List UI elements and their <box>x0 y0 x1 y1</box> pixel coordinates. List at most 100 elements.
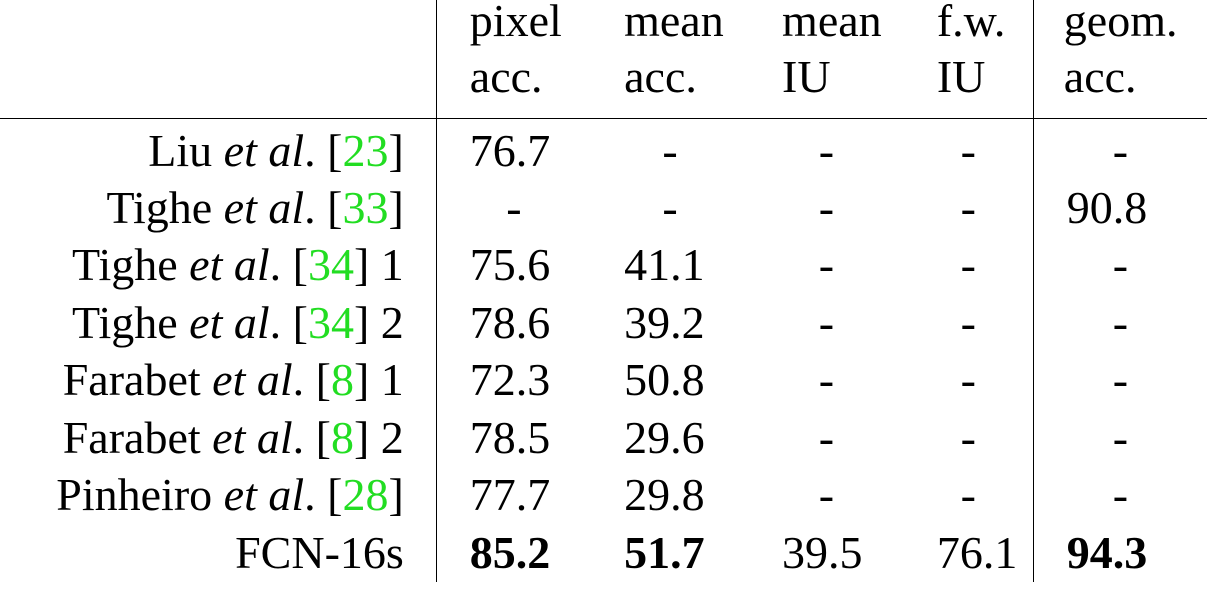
citation-link[interactable]: 8 <box>330 354 354 406</box>
bracket-close: ] <box>388 469 404 521</box>
table-row: Tighe et al. [34] 1 75.6 41.1 - - - <box>0 236 1207 294</box>
cell-mean-acc: 51.7 <box>624 526 705 578</box>
cell-mean-iu: - <box>818 354 835 406</box>
bracket-open: . [ <box>304 125 343 176</box>
et-al: et al <box>189 239 270 291</box>
col-header-line1: pixel <box>469 0 562 46</box>
cell-fw-iu: - <box>903 351 1034 409</box>
cell-geom-acc: - <box>1112 239 1129 291</box>
et-al: et al <box>223 181 305 233</box>
cell-pixel-acc: 72.3 <box>469 354 551 406</box>
et-al: et al <box>223 125 305 176</box>
cell-geom-acc: - <box>1112 469 1129 521</box>
cell-mean-acc: 29.8 <box>624 469 705 521</box>
bracket-close: ] <box>353 411 370 463</box>
cell-pixel-acc: 77.7 <box>469 469 551 521</box>
col-header-fw-iu: f.w. IU <box>903 0 1034 119</box>
method-name: Tighe <box>71 296 178 348</box>
et-al: et al <box>189 296 270 348</box>
method-cell: Liu et al. [23] <box>0 118 437 179</box>
cell-mean-acc: 50.8 <box>624 354 705 406</box>
cell-mean-iu: - <box>818 469 835 521</box>
cell-geom-acc: - <box>1112 354 1129 406</box>
table-row: Tighe et al. [34] 2 78.6 39.2 - - - <box>0 294 1207 352</box>
col-header-mean-iu: mean IU <box>749 0 904 119</box>
citation-link[interactable]: 34 <box>307 296 354 348</box>
cell-fw-iu: - <box>903 466 1034 524</box>
method-name: Tighe <box>106 181 213 233</box>
cell-pixel-acc: 78.6 <box>469 296 551 348</box>
citation-link[interactable]: 28 <box>342 469 389 521</box>
cell-fw-iu: - <box>903 118 1034 179</box>
et-al: et al <box>212 354 293 406</box>
method-name: Farabet <box>62 411 201 463</box>
cell-mean-iu: 39.5 <box>782 526 863 578</box>
cell-fw-iu: - <box>903 409 1034 467</box>
cell-mean-iu: - <box>818 181 835 233</box>
citation-link[interactable]: 23 <box>342 125 389 176</box>
method-name: Tighe <box>71 239 178 291</box>
method-variant: 1 <box>369 354 404 406</box>
cell-geom-acc: 90.8 <box>1066 181 1148 233</box>
bracket-open: . [ <box>304 181 343 233</box>
method-header <box>0 0 437 119</box>
table-row: Farabet et al. [8] 2 78.5 29.6 - - - <box>0 409 1207 467</box>
col-header-line2: IU <box>936 51 986 102</box>
col-header-line1: mean <box>782 0 882 46</box>
bracket-open: . [ <box>269 296 308 348</box>
cell-mean-iu: - <box>818 239 835 291</box>
method-name: Liu <box>148 125 213 176</box>
table-row: Liu et al. [23] 76.7 - - - - <box>0 118 1207 179</box>
cell-pixel-acc: 75.6 <box>469 239 551 291</box>
table-row: Pinheiro et al. [28] 77.7 29.8 - - - <box>0 466 1207 524</box>
cell-geom-acc: - <box>1112 125 1129 176</box>
bracket-open: . [ <box>292 411 331 463</box>
cell-geom-acc: 94.3 <box>1066 526 1148 578</box>
results-table: pixel acc. mean acc. mean IU f.w. IU geom. ac… <box>0 0 1207 582</box>
cell-mean-acc: 41.1 <box>624 239 705 291</box>
method-cell: FCN-16s <box>0 524 437 582</box>
cell-fw-iu: - <box>903 294 1034 352</box>
table-row: Farabet et al. [8] 1 72.3 50.8 - - - <box>0 351 1207 409</box>
method-cell: Tighe et al. [34] 1 <box>0 236 437 294</box>
col-header-line2: acc. <box>469 51 543 102</box>
col-header-line1: mean <box>624 0 724 46</box>
cell-pixel-acc: 85.2 <box>469 526 551 578</box>
bracket-close: ] <box>353 239 370 291</box>
col-header-line1: f.w. <box>936 0 1006 46</box>
citation-link[interactable]: 8 <box>330 411 354 463</box>
cell-fw-iu: - <box>903 179 1034 237</box>
bracket-open: . [ <box>292 354 331 406</box>
bracket-close: ] <box>353 296 370 348</box>
cell-mean-iu: - <box>818 125 835 176</box>
method-cell: Tighe et al. [33] <box>0 179 437 237</box>
cell-mean-acc: - <box>662 125 678 176</box>
bracket-open: . [ <box>269 239 308 291</box>
citation-link[interactable]: 33 <box>342 181 389 233</box>
cell-pixel-acc: 76.7 <box>469 125 551 176</box>
citation-link[interactable]: 34 <box>307 239 354 291</box>
cell-pixel-acc: - <box>506 181 522 233</box>
method-cell: Pinheiro et al. [28] <box>0 466 437 524</box>
bracket-close: ] <box>353 354 370 406</box>
et-al: et al <box>212 411 293 463</box>
et-al: et al <box>223 469 305 521</box>
col-header-line1: geom. <box>1063 0 1178 46</box>
method-variant: 1 <box>369 239 404 291</box>
cell-pixel-acc: 78.5 <box>469 411 551 463</box>
cell-geom-acc: - <box>1112 296 1129 348</box>
method-cell: Farabet et al. [8] 1 <box>0 351 437 409</box>
method-cell: Tighe et al. [34] 2 <box>0 294 437 352</box>
cell-mean-iu: - <box>818 296 835 348</box>
table-row: Tighe et al. [33] - - - -90.8 <box>0 179 1207 237</box>
method-variant: 2 <box>369 296 404 348</box>
header-row: pixel acc. mean acc. mean IU f.w. IU geom. ac… <box>0 0 1207 119</box>
col-header-line2: acc. <box>624 51 697 102</box>
bracket-close: ] <box>388 125 404 176</box>
cell-mean-acc: 29.6 <box>624 411 705 463</box>
cell-fw-iu: - <box>903 236 1034 294</box>
cell-mean-acc: 39.2 <box>624 296 705 348</box>
method-cell: Farabet et al. [8] 2 <box>0 409 437 467</box>
table-body: Liu et al. [23] 76.7- - - - Tighe et al. [33]… <box>0 118 1207 582</box>
